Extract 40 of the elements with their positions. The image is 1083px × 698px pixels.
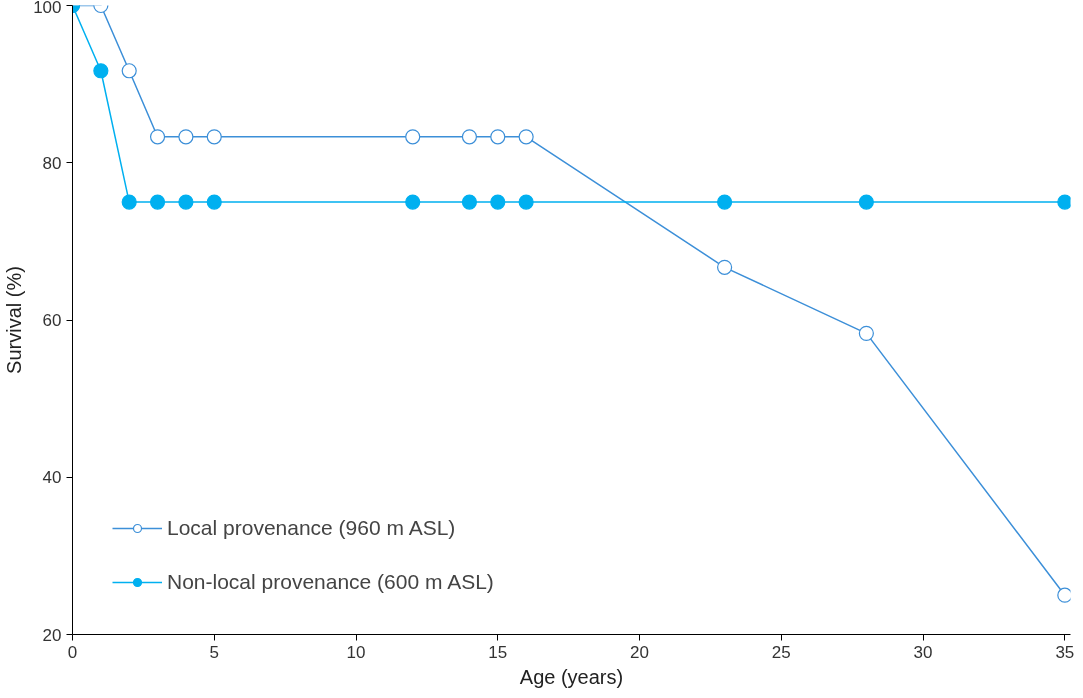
- point: [858, 194, 874, 210]
- point: [405, 194, 421, 210]
- y-axis-title: Survival (%): [3, 266, 26, 374]
- point: [206, 194, 222, 210]
- x-axis-title: Age (years): [519, 665, 624, 688]
- point: [461, 129, 478, 145]
- point: [405, 129, 421, 145]
- point: [1057, 587, 1071, 603]
- point: [206, 129, 222, 145]
- x-tick-label: 5: [209, 642, 219, 662]
- point: [490, 194, 506, 210]
- y-tick-label: 60: [42, 311, 62, 330]
- point: [149, 129, 166, 145]
- x-tick-label: 30: [913, 642, 933, 662]
- point: [717, 194, 733, 210]
- x-tick-label: 20: [630, 642, 650, 662]
- point: [490, 129, 506, 145]
- x-tick-label: 25: [771, 642, 791, 662]
- y-tick-label: 20: [42, 625, 62, 645]
- point: [121, 194, 137, 210]
- legend-label: Non-local provenance (600 m ASL): [167, 570, 494, 594]
- point: [149, 194, 166, 210]
- point: [518, 194, 534, 210]
- point: [858, 325, 874, 341]
- point: [93, 63, 109, 79]
- point: [717, 259, 733, 275]
- point: [178, 194, 194, 210]
- point: [461, 194, 478, 210]
- point: [121, 63, 137, 79]
- x-tick-label: 15: [488, 642, 508, 662]
- y-tick-label: 100: [33, 0, 62, 17]
- y-tick-label: 40: [42, 468, 62, 488]
- y-tick-label: 80: [42, 153, 62, 173]
- x-tick-label: 10: [346, 642, 366, 662]
- x-tick-label: 0: [67, 642, 78, 662]
- legend-label: Local provenance (960 m ASL): [167, 516, 456, 540]
- point: [518, 129, 534, 145]
- point: [178, 129, 194, 145]
- point: [1057, 194, 1071, 210]
- x-tick-label: 35: [1055, 642, 1075, 662]
